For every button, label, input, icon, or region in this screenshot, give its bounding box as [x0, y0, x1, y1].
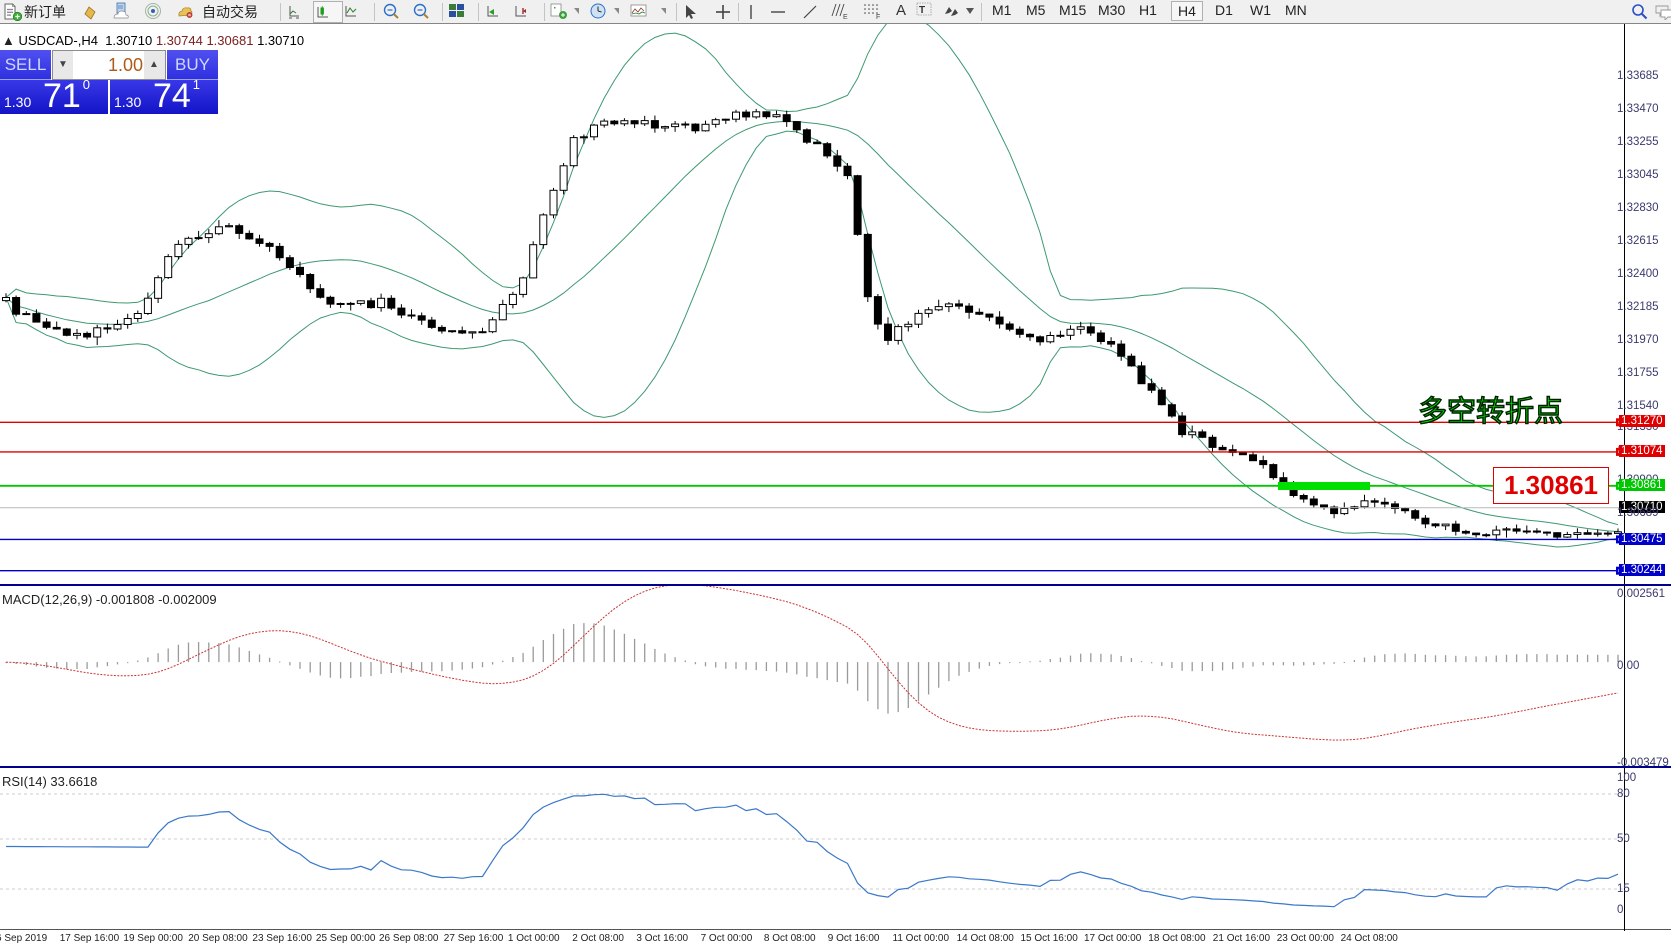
svg-text:F: F: [876, 14, 880, 19]
svg-text:多空转折点: 多空转折点: [1418, 394, 1563, 428]
svg-text:E: E: [843, 14, 848, 20]
svg-text:T: T: [919, 5, 925, 16]
